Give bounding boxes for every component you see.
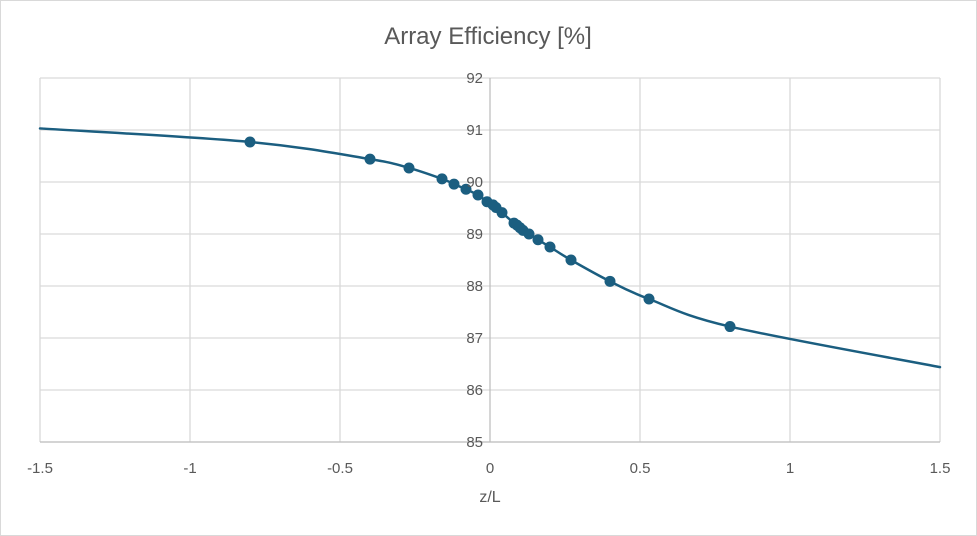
y-tick-label: 89 [466, 226, 483, 243]
data-point [448, 178, 460, 190]
x-tick-label: -1.5 [27, 460, 53, 477]
x-tick-label: 0 [486, 460, 494, 477]
data-point [460, 183, 472, 195]
data-point [604, 275, 616, 287]
gridlines [39, 77, 941, 443]
x-tick-label: -0.5 [327, 460, 353, 477]
y-tick-label: 88 [466, 278, 483, 295]
chart-title: Array Efficiency [%] [384, 23, 592, 50]
data-point [403, 162, 415, 174]
data-point [244, 136, 256, 148]
data-point [532, 234, 544, 246]
x-axis-label: z/L [479, 489, 500, 506]
data-point [724, 321, 736, 333]
x-tick-label: 0.5 [630, 460, 651, 477]
data-point [472, 189, 484, 201]
y-tick-label: 87 [466, 330, 483, 347]
data-point [643, 293, 655, 305]
data-point [565, 254, 577, 266]
tick-labels: 85 86 87 88 89 90 91 92 -1.5 -1 -0.5 0 0.5 1 1.5 [27, 70, 950, 477]
y-tick-label: 86 [466, 382, 483, 399]
data-point [523, 228, 535, 240]
y-tick-label: 90 [466, 174, 483, 191]
y-tick-label: 92 [466, 70, 483, 87]
data-point [544, 241, 556, 253]
x-tick-label: 1.5 [930, 460, 951, 477]
data-point [364, 153, 376, 165]
data-series [38, 127, 942, 369]
y-tick-label: 85 [466, 434, 483, 451]
data-point [436, 173, 448, 185]
x-tick-label: -1 [183, 460, 196, 477]
x-tick-label: 1 [786, 460, 794, 477]
y-tick-label: 91 [466, 122, 483, 139]
data-point [496, 207, 508, 219]
